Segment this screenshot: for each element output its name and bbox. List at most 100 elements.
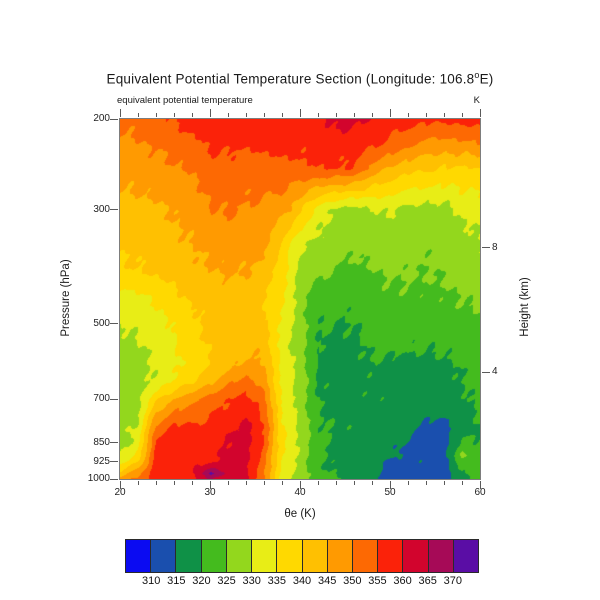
x-minor-tick: [353, 481, 355, 485]
colorbar-cell: [352, 540, 379, 572]
x-tick-label: 50: [384, 487, 396, 498]
pressure-tick-label: 200: [93, 113, 110, 124]
x-minor-tick-top: [335, 113, 337, 117]
colorbar-cell: [151, 540, 177, 572]
colorbar-tick-label: 320: [192, 575, 211, 587]
x-minor-tick: [335, 481, 337, 485]
x-minor-tick: [191, 481, 193, 485]
colorbar-cell: [126, 540, 152, 572]
x-minor-tick: [137, 481, 139, 485]
degree-superscript: o: [474, 70, 480, 80]
x-minor-tick-top: [461, 113, 463, 117]
pressure-tick: [110, 118, 118, 120]
x-minor-tick: [173, 481, 175, 485]
height-tick: [482, 247, 490, 249]
height-tick-label: 8: [492, 241, 498, 253]
x-tick-label: 40: [294, 487, 306, 498]
pressure-tick-label: 925: [93, 455, 110, 467]
colorbar-cell: [428, 540, 454, 572]
x-minor-tick: [425, 481, 427, 485]
x-major-tick: [209, 481, 211, 489]
colorbar-cell: [403, 540, 429, 572]
colorbar: [125, 539, 479, 573]
x-minor-tick: [245, 481, 247, 485]
x-major-tick-top: [299, 109, 301, 117]
colorbar-tick-label: 315: [167, 575, 186, 587]
colorbar-tick-label: 350: [343, 575, 362, 587]
x-minor-tick-top: [353, 113, 355, 117]
units-label: K: [473, 95, 480, 106]
pressure-tick-label: 1000: [87, 473, 110, 484]
x-major-tick-top: [119, 109, 121, 117]
x-tick-label: 60: [474, 487, 486, 498]
height-tick: [482, 371, 490, 373]
x-minor-tick: [317, 481, 319, 485]
colorbar-tick-label: 340: [292, 575, 312, 587]
x-major-tick: [479, 481, 481, 489]
x-minor-tick-top: [191, 113, 193, 117]
title-suffix: E): [479, 71, 494, 87]
colorbar-cell: [453, 540, 479, 572]
x-minor-tick-top: [281, 113, 283, 117]
colorbar-cell: [378, 540, 404, 572]
x-major-tick-top: [209, 109, 211, 117]
x-minor-tick: [227, 481, 229, 485]
colorbar-tick-label: 365: [418, 575, 437, 587]
pressure-tick-label: 700: [93, 393, 110, 405]
x-major-tick: [299, 481, 301, 489]
colorbar-tick-label: 345: [317, 575, 337, 587]
pressure-axis-title: Pressure (hPa): [60, 259, 72, 337]
pressure-tick: [110, 478, 118, 480]
x-tick-label: 30: [204, 487, 216, 498]
x-minor-tick: [281, 481, 283, 485]
x-minor-tick: [263, 481, 265, 485]
x-axis-title: θe (K): [284, 508, 316, 520]
height-axis-title: Height (km): [519, 277, 531, 337]
height-tick-label: 4: [492, 366, 498, 378]
colorbar-cell: [277, 540, 303, 572]
x-major-tick-top: [389, 109, 391, 117]
x-minor-tick-top: [173, 113, 175, 117]
x-minor-tick-top: [317, 113, 319, 117]
colorbar-cell: [252, 540, 278, 572]
pressure-tick: [110, 323, 118, 325]
x-major-tick: [389, 481, 391, 489]
colorbar-tick-label: 310: [141, 575, 161, 587]
x-minor-tick: [155, 481, 157, 485]
x-minor-tick-top: [443, 113, 445, 117]
pressure-tick: [110, 461, 118, 463]
x-minor-tick-top: [371, 113, 373, 117]
colorbar-cell: [302, 540, 328, 572]
colorbar-tick-label: 370: [443, 575, 463, 587]
pressure-tick-label: 300: [93, 203, 110, 215]
x-minor-tick: [371, 481, 373, 485]
colorbar-tick-label: 355: [368, 575, 387, 587]
colorbar-cell: [226, 540, 253, 572]
pressure-tick: [110, 209, 118, 211]
page-title: Equivalent Potential Temperature Section…: [0, 70, 600, 87]
x-minor-tick-top: [155, 113, 157, 117]
pressure-tick: [110, 442, 118, 444]
contour-canvas: [120, 119, 480, 479]
x-minor-tick-top: [425, 113, 427, 117]
x-minor-tick-top: [227, 113, 229, 117]
pressure-tick-label: 500: [93, 317, 110, 329]
x-tick-label: 20: [114, 487, 126, 498]
x-major-tick-top: [479, 109, 481, 117]
title-text: Equivalent Potential Temperature Section…: [106, 71, 475, 87]
colorbar-tick-label: 360: [393, 575, 412, 587]
x-minor-tick: [407, 481, 409, 485]
colorbar-tick-label: 335: [267, 575, 287, 587]
x-minor-tick-top: [245, 113, 247, 117]
x-minor-tick: [461, 481, 463, 485]
colorbar-cell: [201, 540, 227, 572]
colorbar-cell: [176, 540, 202, 572]
colorbar-tick-label: 325: [217, 575, 236, 587]
x-major-tick: [119, 481, 121, 489]
pressure-tick: [110, 398, 118, 400]
field-name-label: equivalent potential temperature: [117, 95, 253, 106]
plot-area: [119, 118, 481, 480]
colorbar-cell: [327, 540, 353, 572]
x-minor-tick-top: [137, 113, 139, 117]
